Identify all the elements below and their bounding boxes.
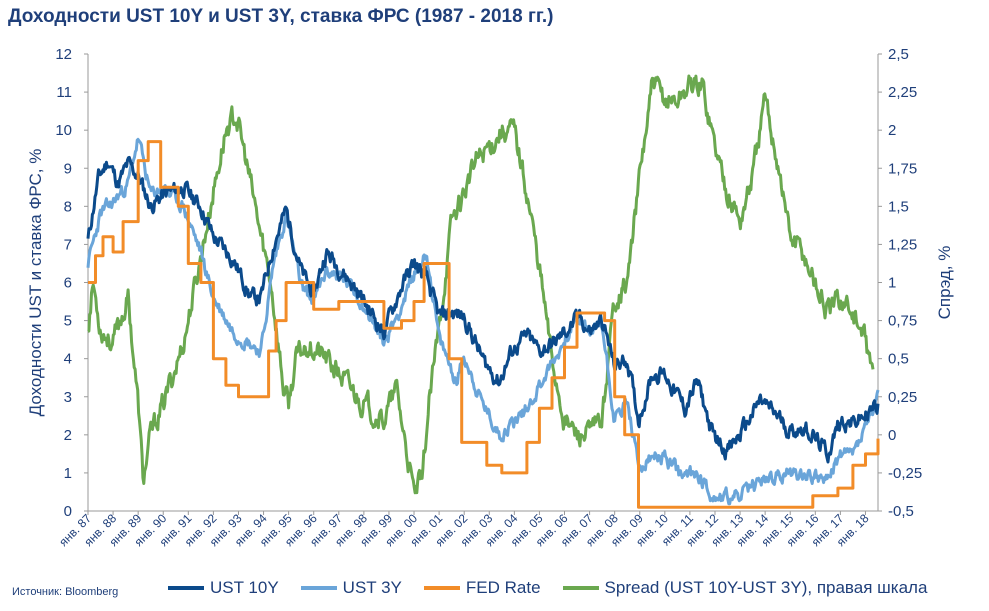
legend-label-ust10: UST 10Y <box>210 578 279 597</box>
right-tick-label: 1,75 <box>888 160 917 177</box>
right-tick-label: 0,75 <box>888 313 917 330</box>
legend-swatch-ust3 <box>300 586 337 590</box>
series-ust10-line <box>86 155 880 464</box>
legend-swatch-ust10 <box>168 586 204 590</box>
chart-title: Доходности UST 10Y и UST 3Y, ставка ФРС … <box>8 6 554 27</box>
left-tick-label: 9 <box>64 160 72 177</box>
right-tick-label: -0,25 <box>888 465 922 482</box>
left-tick-label: 12 <box>55 46 72 63</box>
legend: UST 10Y UST 3Y FED Rate Spread (UST 10Y-… <box>168 578 949 598</box>
left-tick-label: 11 <box>56 84 72 101</box>
left-tick-label: 10 <box>55 122 72 139</box>
legend-label-ust3: UST 3Y <box>342 578 402 597</box>
right-tick-label: 2,25 <box>888 84 917 101</box>
left-tick-label: 0 <box>64 503 72 520</box>
legend-label-fed: FED Rate <box>465 578 541 597</box>
left-tick-label: 1 <box>64 465 72 482</box>
right-tick-label: 0 <box>888 427 896 444</box>
left-tick-label: 5 <box>64 313 72 330</box>
y-axis-title: Доходности UST и ставка ФРС, % <box>26 149 45 417</box>
legend-item-spread: Spread (UST 10Y-UST 3Y), правая шкала <box>562 578 928 598</box>
left-tick-label: 4 <box>64 351 72 368</box>
right-tick-label: 1 <box>888 275 896 292</box>
legend-item-ust3: UST 3Y <box>300 578 402 598</box>
right-tick-label: 1,25 <box>888 236 917 253</box>
left-tick-label: 8 <box>64 198 72 215</box>
y2-axis-title: Спрэд, % <box>935 246 954 320</box>
legend-item-ust10: UST 10Y <box>168 578 279 598</box>
legend-item-fed: FED Rate <box>423 578 541 598</box>
right-tick-label: 0,5 <box>888 351 909 368</box>
series-ust3-line <box>86 137 880 506</box>
source-note: Источник: Bloomberg <box>12 586 119 598</box>
right-tick-label: -0,5 <box>888 503 914 520</box>
right-tick-label: 1,5 <box>888 198 909 215</box>
left-tick-label: 2 <box>64 427 72 444</box>
right-tick-label: 0,25 <box>888 389 917 406</box>
left-tick-label: 7 <box>64 236 72 253</box>
left-tick-label: 3 <box>64 389 72 406</box>
left-tick-label: 6 <box>64 275 72 292</box>
right-tick-label: 2,5 <box>888 46 909 63</box>
series-layer <box>86 74 880 509</box>
series-spread-line <box>87 74 875 495</box>
right-tick-label: 2 <box>888 122 896 139</box>
series-fed-rate-line <box>88 140 880 509</box>
legend-label-spread: Spread (UST 10Y-UST 3Y), правая шкала <box>604 578 928 597</box>
legend-swatch-spread <box>562 586 599 590</box>
legend-swatch-fed <box>423 586 460 590</box>
